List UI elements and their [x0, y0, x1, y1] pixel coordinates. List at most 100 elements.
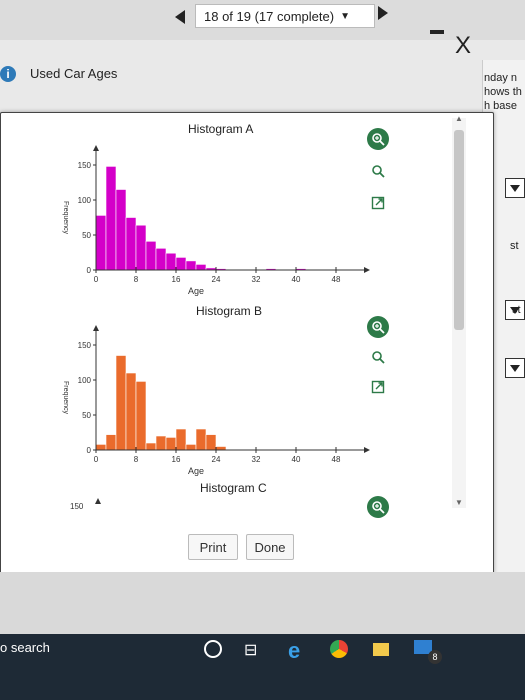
close-button[interactable]: X	[455, 32, 472, 59]
histogram-bar	[195, 428, 207, 451]
histogram-c-title: Histogram C	[200, 481, 267, 495]
info-icon: i	[0, 66, 16, 82]
x-tick-label: 0	[94, 275, 99, 284]
zoom-in-icon[interactable]	[367, 128, 389, 150]
x-tick-label: 8	[134, 275, 139, 284]
expand-icon[interactable]	[367, 376, 389, 398]
x-axis-arrow-icon	[364, 267, 370, 273]
x-tick-label: 24	[212, 455, 221, 464]
histogram-bar	[115, 355, 127, 451]
x-tick-label: 32	[252, 455, 261, 464]
histogram-c-axis-arrow-icon	[95, 498, 101, 504]
histogram-bar	[215, 446, 227, 451]
notification-badge: 8	[428, 650, 442, 664]
histogram-bar	[165, 437, 177, 451]
y-axis-arrow-icon	[93, 145, 99, 151]
histogram-bar	[95, 444, 107, 451]
background-text: nday n	[484, 72, 518, 84]
histogram-bar	[205, 434, 217, 451]
zoom-in-icon[interactable]	[367, 496, 389, 518]
x-tick-label: 0	[94, 455, 99, 464]
histogram-bar	[135, 381, 147, 451]
y-tick-label: 50	[82, 231, 91, 240]
chrome-icon[interactable]	[330, 640, 348, 658]
histogram-bar	[115, 189, 127, 271]
background-select[interactable]	[505, 358, 525, 378]
histogram-b-title: Histogram B	[196, 304, 263, 318]
mail-icon[interactable]	[414, 640, 432, 654]
page-background	[0, 572, 525, 634]
histogram-bar	[185, 260, 197, 271]
y-tick-label: 0	[87, 446, 92, 455]
histogram-bar	[145, 241, 157, 271]
histogram-bar	[135, 224, 147, 271]
x-tick-label: 8	[134, 455, 139, 464]
y-tick-label: 0	[87, 266, 92, 275]
previous-question-icon[interactable]	[175, 10, 185, 24]
y-axis-arrow-icon	[93, 325, 99, 331]
histogram-b-chart: 150 100 50 00 8 16 24 32 40 48 Age Frequency	[62, 325, 370, 476]
histogram-bar	[185, 444, 197, 451]
expand-icon[interactable]	[367, 192, 389, 214]
taskbar-search[interactable]: o search	[0, 640, 50, 655]
x-tick-label: 40	[292, 455, 301, 464]
x-tick-label: 16	[172, 455, 181, 464]
background-text: hows th	[484, 86, 522, 98]
zoom-in-icon[interactable]	[367, 316, 389, 338]
scrollbar-thumb[interactable]	[454, 130, 464, 330]
cortana-icon[interactable]	[204, 640, 222, 658]
taskbar	[0, 634, 525, 700]
histogram-bar	[105, 166, 117, 271]
histogram-a-title: Histogram A	[188, 122, 254, 136]
scroll-up-icon[interactable]: ▲	[455, 114, 463, 123]
file-explorer-icon[interactable]	[373, 643, 389, 656]
histogram-bar	[155, 248, 167, 271]
histogram-bar	[195, 264, 207, 271]
x-axis-label: Age	[188, 466, 204, 476]
histogram-bar	[105, 434, 117, 451]
histogram-bar	[175, 257, 187, 271]
x-axis-label: Age	[188, 286, 204, 296]
histogram-bar	[145, 442, 157, 451]
histogram-bar	[95, 215, 107, 271]
x-tick-label: 32	[252, 275, 261, 284]
histogram-bar	[155, 435, 167, 451]
y-tick-label: 100	[78, 376, 92, 385]
next-question-icon[interactable]	[378, 6, 388, 20]
y-axis-label: Frequency	[62, 201, 69, 235]
zoom-out-icon[interactable]	[367, 160, 389, 182]
y-tick-label: 50	[82, 411, 91, 420]
dropdown-caret-icon: ▼	[340, 10, 350, 22]
histogram-bar	[165, 252, 177, 271]
y-tick-label: 150	[78, 161, 92, 170]
background-select[interactable]	[505, 178, 525, 198]
x-tick-label: 24	[212, 275, 221, 284]
histogram-dialog	[0, 112, 494, 574]
y-axis-label: Frequency	[62, 381, 69, 415]
question-progress-select[interactable]: 18 of 19 (17 complete) ▼	[195, 4, 375, 28]
y-tick-label: 100	[78, 196, 92, 205]
histogram-bar	[125, 372, 137, 451]
x-tick-label: 48	[332, 275, 341, 284]
task-view-icon[interactable]: ⊟	[244, 642, 258, 659]
x-tick-label: 40	[292, 275, 301, 284]
minimize-button[interactable]	[430, 30, 444, 34]
dialog-title: Used Car Ages	[30, 66, 118, 81]
zoom-out-icon[interactable]	[367, 346, 389, 368]
x-tick-label: 48	[332, 455, 341, 464]
done-button[interactable]: Done	[246, 534, 294, 560]
histogram-bar	[125, 217, 137, 271]
edge-browser-icon[interactable]: e	[288, 638, 301, 663]
x-tick-label: 16	[172, 275, 181, 284]
histogram-c-ytick: 150	[70, 502, 84, 511]
scroll-down-icon[interactable]: ▼	[455, 498, 463, 507]
background-text: st	[512, 304, 521, 316]
histogram-a-chart: 150 100 50 00 8 16 24 32 40 48 Age Frequency	[62, 145, 370, 296]
progress-text: 18 of 19 (17 complete)	[204, 8, 335, 24]
print-button[interactable]: Print	[188, 534, 238, 560]
y-tick-label: 150	[78, 341, 92, 350]
histogram-bar	[175, 428, 187, 451]
background-text: h base	[484, 100, 518, 112]
x-axis-arrow-icon	[364, 447, 370, 453]
background-text: st	[510, 240, 519, 252]
